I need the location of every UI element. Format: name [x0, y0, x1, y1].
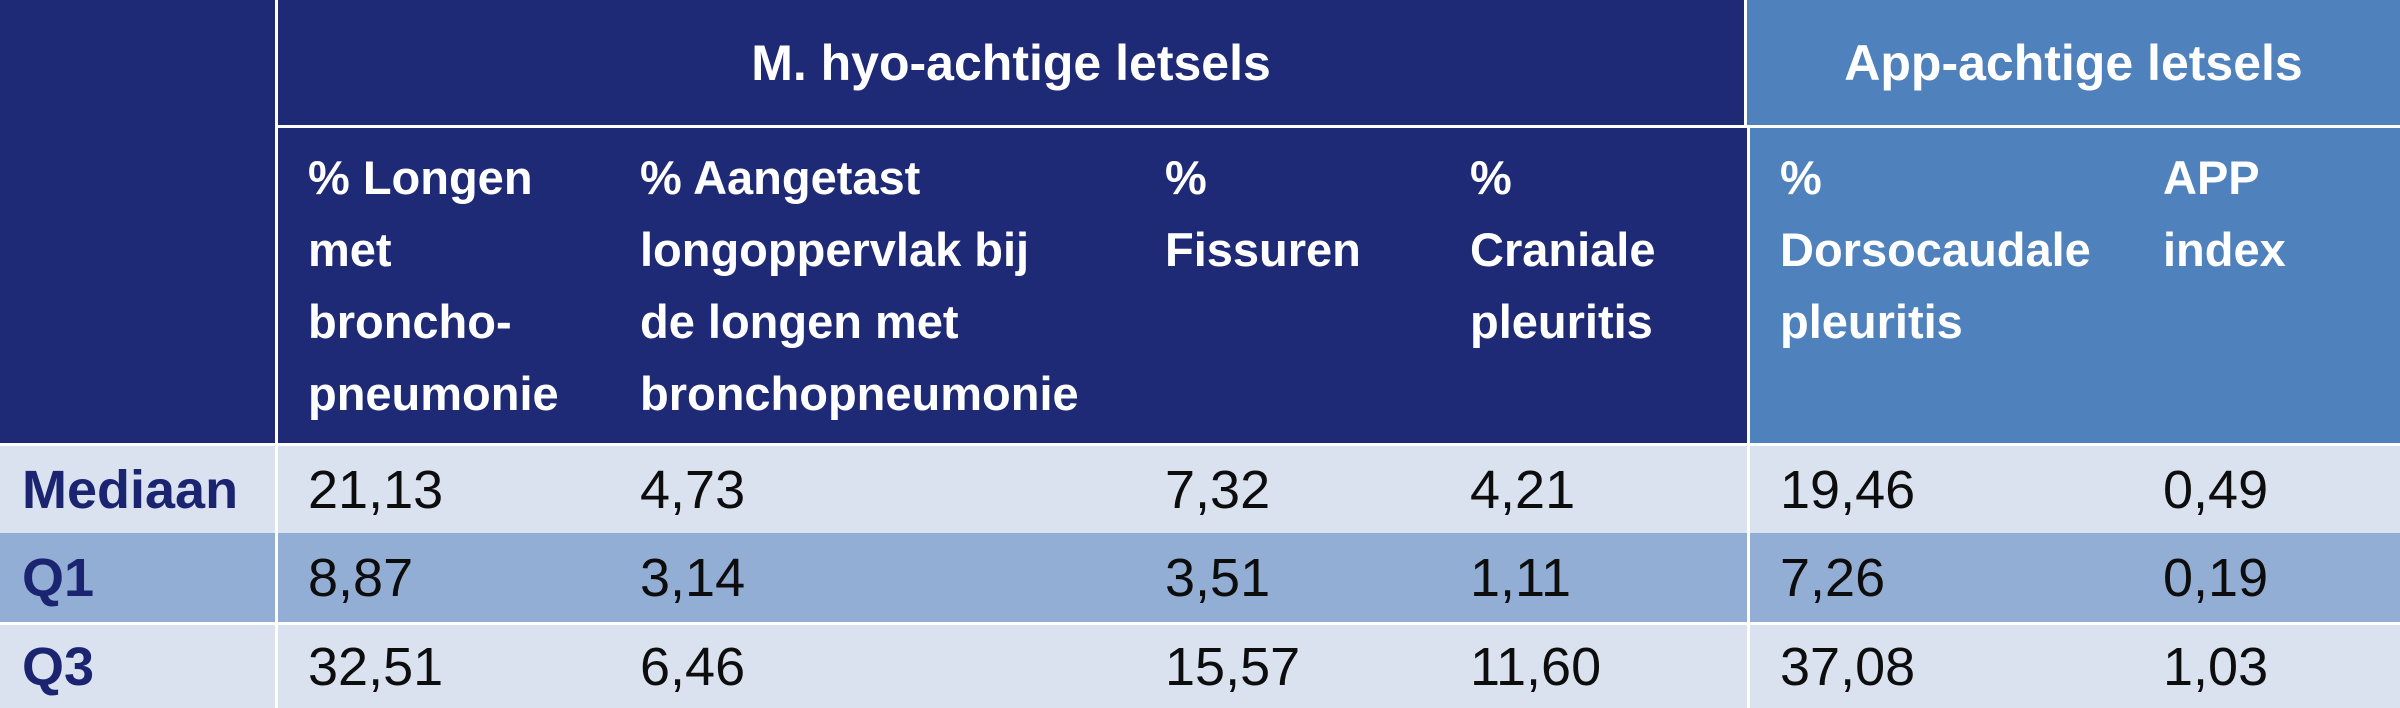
column-header-dorsocaudale-pleuritis: % Dorsocaudale pleuritis — [1747, 128, 2133, 446]
column-header-aangetast-longoppervlak: % Aangetast longoppervlak bij de longen … — [610, 128, 1135, 446]
cell-q1-longen: 8,87 — [278, 533, 610, 622]
cell-mediaan-craniale: 4,21 — [1440, 446, 1747, 533]
cell-q3-fissuren: 15,57 — [1135, 622, 1440, 708]
cell-q1-app-index: 0,19 — [2133, 533, 2400, 622]
cell-mediaan-fissuren: 7,32 — [1135, 446, 1440, 533]
row-label-q1: Q1 — [0, 533, 278, 622]
cell-q1-dorsocaudale: 7,26 — [1747, 533, 2133, 622]
column-header-craniale-pleuritis: % Craniale pleuritis — [1440, 128, 1747, 446]
group-header-app: App-achtige letsels — [1747, 0, 2400, 128]
corner-cell — [0, 0, 278, 446]
cell-q1-craniale: 1,11 — [1440, 533, 1747, 622]
cell-mediaan-longoppervlak: 4,73 — [610, 446, 1135, 533]
group-header-m-hyo: M. hyo-achtige letsels — [278, 0, 1747, 128]
cell-q3-longen: 32,51 — [278, 622, 610, 708]
cell-mediaan-longen: 21,13 — [278, 446, 610, 533]
row-label-mediaan: Mediaan — [0, 446, 278, 533]
cell-mediaan-dorsocaudale: 19,46 — [1747, 446, 2133, 533]
column-header-app-index: APP index — [2133, 128, 2400, 446]
column-header-longen-bronchopneumonie: % Longen met broncho- pneumonie — [278, 128, 610, 446]
cell-q3-craniale: 11,60 — [1440, 622, 1747, 708]
cell-q1-fissuren: 3,51 — [1135, 533, 1440, 622]
row-label-q3: Q3 — [0, 622, 278, 708]
cell-q3-app-index: 1,03 — [2133, 622, 2400, 708]
column-header-fissuren: % Fissuren — [1135, 128, 1440, 446]
cell-mediaan-app-index: 0,49 — [2133, 446, 2400, 533]
cell-q3-longoppervlak: 6,46 — [610, 622, 1135, 708]
cell-q3-dorsocaudale: 37,08 — [1747, 622, 2133, 708]
cell-q1-longoppervlak: 3,14 — [610, 533, 1135, 622]
